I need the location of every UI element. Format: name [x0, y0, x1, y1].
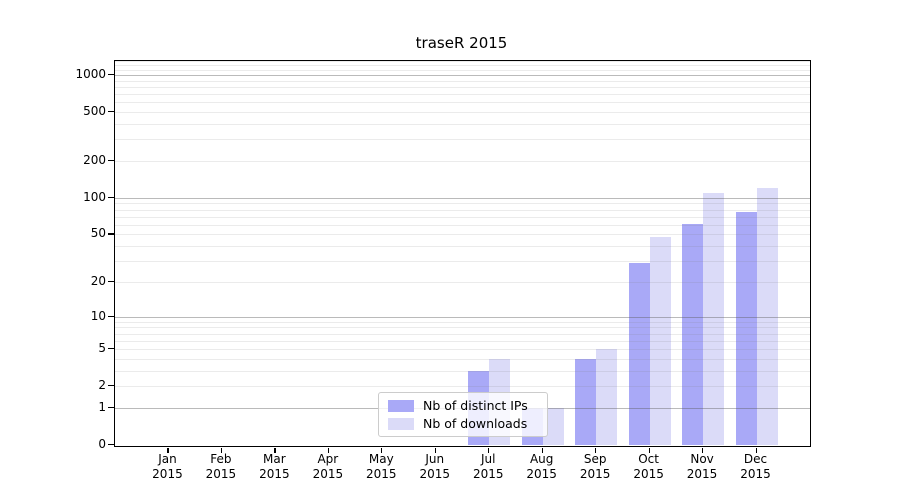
y-tick-label: 200 — [83, 153, 106, 168]
gridline-1000 — [115, 75, 810, 77]
gridline-900 — [115, 80, 810, 82]
y-tick-label: 50 — [90, 226, 106, 241]
bar-downloads-nov — [703, 192, 725, 445]
x-tick-mark — [755, 448, 757, 453]
y-tick-mark — [108, 385, 114, 387]
bar-ips-sep — [575, 358, 597, 445]
x-tick-mark — [434, 448, 436, 453]
gridline-800 — [115, 86, 810, 88]
gridline-70 — [115, 216, 810, 218]
bar-downloads-sep — [596, 349, 618, 445]
y-tick-label: 1000 — [75, 67, 106, 82]
x-tick-label-feb: Feb 2015 — [205, 452, 237, 481]
y-tick-label: 500 — [83, 104, 106, 119]
chart-title: traseR 2015 — [415, 34, 508, 52]
bar-downloads-oct — [649, 236, 671, 445]
x-tick-mark — [541, 448, 543, 453]
x-tick-mark — [167, 448, 169, 453]
gridline-200 — [115, 161, 810, 163]
y-tick-label: 0 — [98, 437, 106, 451]
y-tick-mark — [108, 406, 114, 409]
gridline-40 — [115, 246, 810, 248]
x-tick-mark — [381, 448, 383, 453]
gridline-300 — [115, 139, 810, 141]
legend-swatch-downloads — [388, 417, 414, 430]
x-tick-mark — [595, 448, 597, 453]
y-tick-label: 10 — [90, 308, 106, 323]
gridline-2 — [115, 386, 810, 388]
x-tick-label-may: May 2015 — [366, 452, 397, 481]
y-tick-label: 5 — [98, 341, 106, 356]
bar-ips-oct — [628, 262, 650, 445]
x-tick-mark — [327, 448, 330, 453]
gridline-7 — [115, 333, 810, 335]
legend-label-downloads: Nb of downloads — [423, 416, 528, 431]
gridline-600 — [115, 102, 810, 104]
x-tick-label-dec: Dec 2015 — [740, 452, 771, 481]
bar-downloads-dec — [756, 188, 778, 445]
gridline-400 — [115, 124, 810, 126]
x-tick-label-jul: Jul 2015 — [472, 452, 504, 481]
gridline-80 — [115, 209, 810, 211]
gridline-8 — [115, 327, 810, 329]
legend-item-downloads: Nb of downloads — [388, 416, 539, 431]
gridline-4 — [115, 358, 810, 360]
gridline-500 — [115, 112, 810, 114]
y-tick-label: 2 — [98, 378, 106, 393]
gridline-1100 — [115, 69, 810, 71]
gridline-90 — [115, 203, 810, 205]
y-tick-mark — [108, 111, 114, 113]
y-tick-label: 100 — [83, 189, 106, 204]
gridline-1200 — [115, 65, 810, 67]
gridline-100 — [115, 197, 810, 199]
gridline-50 — [115, 234, 810, 236]
x-tick-mark — [220, 448, 223, 453]
gridline-30 — [115, 261, 810, 263]
x-tick-label-nov: Nov 2015 — [686, 452, 718, 481]
x-tick-label-aug: Aug 2015 — [526, 452, 557, 481]
y-tick-mark — [108, 74, 114, 76]
gridline-60 — [115, 224, 810, 226]
gridline-700 — [115, 94, 810, 96]
gridline-6 — [115, 340, 810, 342]
x-tick-label-mar: Mar 2015 — [259, 452, 290, 481]
x-tick-mark — [274, 448, 276, 453]
gridline-5 — [115, 349, 810, 351]
y-tick-mark — [108, 160, 114, 162]
x-tick-label-jan: Jan 2015 — [152, 452, 183, 481]
legend-item-distinct-ips: Nb of distinct IPs — [388, 398, 539, 413]
y-tick-mark — [108, 233, 114, 235]
gridline-3 — [115, 370, 810, 372]
y-tick-mark — [108, 196, 114, 199]
plot-area — [114, 60, 811, 447]
y-tick-label: 20 — [90, 273, 106, 288]
x-tick-mark — [648, 448, 650, 453]
x-tick-label-oct: Oct 2015 — [633, 452, 664, 481]
x-tick-mark — [702, 448, 704, 453]
gridline-10 — [115, 316, 810, 318]
y-tick-mark — [108, 315, 114, 317]
gridline-20 — [115, 281, 810, 283]
x-tick-label-sep: Sep 2015 — [579, 452, 611, 481]
y-tick-mark — [108, 280, 114, 283]
x-tick-label-jun: Jun 2015 — [419, 452, 451, 481]
legend: Nb of distinct IPs Nb of downloads — [378, 392, 548, 437]
bar-ips-dec — [735, 211, 757, 445]
x-tick-mark — [488, 448, 490, 453]
y-tick-mark — [108, 444, 114, 446]
y-tick-label: 1 — [98, 399, 106, 414]
legend-label-distinct-ips: Nb of distinct IPs — [423, 398, 528, 413]
gridline-1300 — [115, 61, 810, 62]
bar-ips-nov — [682, 224, 704, 445]
gridline-9 — [115, 321, 810, 323]
x-tick-label-apr: Apr 2015 — [312, 452, 344, 481]
y-tick-mark — [108, 348, 114, 350]
legend-swatch-distinct-ips — [388, 399, 414, 412]
